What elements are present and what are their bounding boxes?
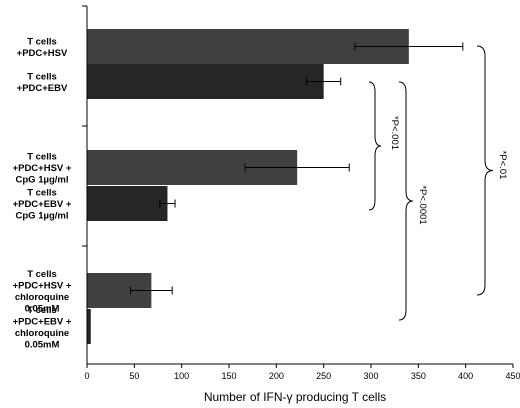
category-label: T cells +PDC+HSV (17, 36, 68, 59)
significance-bracket (368, 81, 382, 211)
error-bars-group (130, 42, 464, 295)
category-label: T cells +PDC+HSV + chloroquine 0.05mM (13, 269, 72, 315)
category-label-line: T cells (27, 71, 57, 82)
category-label-line: T cells (27, 188, 57, 199)
x-tick-label: 300 (363, 371, 378, 381)
category-label: T cells +PDC+EBV + CpG 1µg/ml (13, 188, 72, 222)
x-tick-label: 250 (316, 371, 331, 381)
x-tick-label: 0 (84, 371, 89, 381)
x-tick-label: 400 (458, 371, 473, 381)
category-label-line: T cells (27, 152, 57, 163)
category-label: T cells +PDC+EBV + chloroquine 0.05mM (13, 305, 72, 351)
axes-group (82, 5, 513, 365)
category-label: T cells +PDC+HSV + CpG 1µg/ml (13, 152, 72, 186)
category-label-line: chloroquine (15, 328, 69, 339)
bar (87, 186, 168, 221)
category-label-line: +PDC+EBV + (13, 199, 72, 210)
x-tick-label: 100 (174, 371, 189, 381)
category-label-line: +PDC+HSV + (13, 280, 72, 291)
category-label-line: +PDC+HSV + (13, 163, 72, 174)
significance-brackets-group: *P<.001 *P<.0001 *P<.01 (368, 45, 508, 321)
category-label: T cells +PDC+EBV (17, 71, 68, 94)
significance-label: *P<.01 (497, 151, 508, 180)
x-tick-label: 150 (221, 371, 236, 381)
bars-group (87, 29, 409, 344)
category-label-line: T cells (27, 36, 57, 47)
x-ticks-group: 0 50 100 150 200 250 300 350 400 450 (84, 364, 520, 381)
category-label-line: chloroquine (15, 292, 69, 303)
significance-label: *P<.001 (389, 116, 400, 150)
bar (87, 309, 91, 344)
category-label-line: CpG 1µg/ml (16, 211, 69, 222)
bar (87, 64, 324, 99)
category-label-line: T cells (27, 305, 57, 316)
category-label-line: 0.05mM (25, 303, 60, 314)
category-label-line: 0.05mM (25, 339, 60, 350)
significance-bracket (476, 45, 494, 296)
category-label-line: T cells (27, 269, 57, 280)
category-label-line: CpG 1µg/ml (16, 175, 69, 186)
x-tick-label: 450 (505, 371, 520, 381)
category-label-line: +PDC+EBV + (13, 316, 72, 327)
x-tick-label: 50 (129, 371, 139, 381)
x-tick-label: 350 (411, 371, 426, 381)
x-axis-title: Number of IFN-γ producing T cells (204, 390, 386, 404)
category-label-line: +PDC+HSV (17, 48, 68, 59)
x-tick-label: 200 (269, 371, 284, 381)
significance-bracket (398, 81, 414, 321)
category-label-line: +PDC+EBV (17, 83, 68, 94)
significance-label: *P<.0001 (417, 185, 428, 224)
